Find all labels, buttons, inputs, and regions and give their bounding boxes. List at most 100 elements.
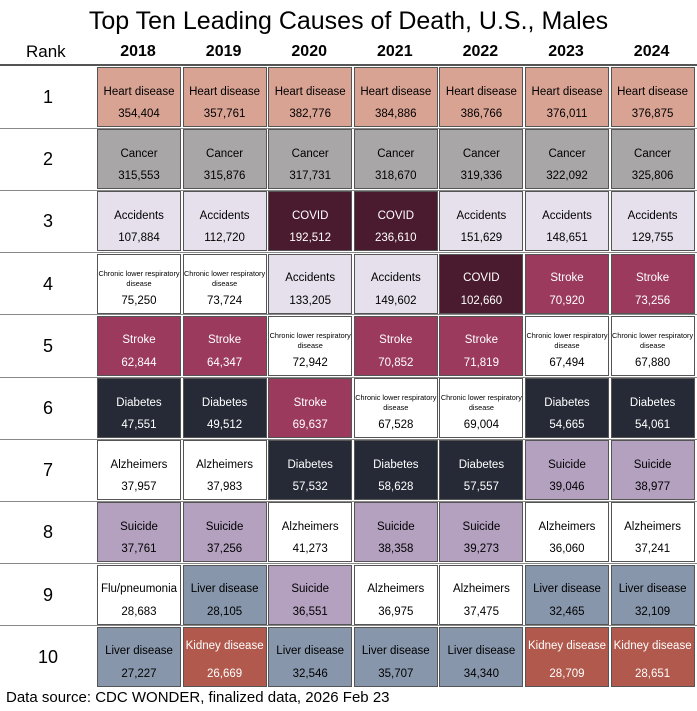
cell-rank5-2018: Stroke 62,844: [97, 315, 181, 376]
rank-label-3: 3: [42, 211, 53, 232]
rank-label-6: 6: [42, 398, 53, 418]
cause-label: Chronic lower respiratory disease: [526, 330, 608, 350]
death-count: 36,060: [549, 543, 585, 556]
year-header-2019: 2019: [205, 43, 242, 60]
cell-rank9-2021: Alzheimers 36,975: [353, 564, 438, 625]
cause-label: Stroke: [207, 334, 242, 347]
death-count: 54,665: [549, 419, 585, 431]
cell-rank10-2024: Kidney disease 28,651: [610, 626, 695, 687]
year-header-2022: 2022: [462, 43, 499, 60]
cause-label: Alzheimers: [367, 583, 425, 596]
cause-label: Liver disease: [105, 645, 173, 658]
cause-label: Alzheimers: [624, 520, 682, 533]
death-count: 28,105: [207, 605, 243, 618]
cell-rank1-2020: Heart disease 382,776: [268, 67, 353, 127]
row-divider: [0, 438, 697, 440]
death-count: 70,920: [549, 294, 585, 307]
cell-rank3-2022: Accidents 151,629: [439, 191, 524, 252]
cell-rank3-2020: COVID 192,512: [268, 191, 353, 252]
year-header-2018: 2018: [120, 43, 156, 60]
cause-label: Diabetes: [201, 396, 248, 409]
cell-rank10-2020: Liver disease 32,546: [268, 626, 353, 687]
cell-rank4-2021: Accidents 149,602: [353, 253, 438, 314]
rank-label-8: 8: [42, 522, 53, 543]
cell-rank10-2019: Kidney disease 26,669: [182, 626, 267, 687]
cause-label: Stroke: [293, 396, 327, 409]
cell-rank3-2018: Accidents 107,884: [97, 191, 181, 252]
row-divider: [0, 563, 697, 565]
cell-rank1-2022: Heart disease 386,766: [439, 67, 524, 127]
cause-label: Suicide: [633, 458, 672, 471]
cause-label: Accidents: [285, 272, 336, 285]
death-count: 384,886: [375, 108, 417, 120]
cause-label: Cancer: [120, 147, 158, 160]
death-count: 73,724: [207, 294, 243, 307]
causes-of-death-table: 1 Heart disease 354,404 Heart disease 357,76…: [0, 64, 697, 690]
death-count: 28,683: [121, 605, 157, 618]
death-count: 38,358: [378, 543, 414, 556]
cell-rank1-2024: Heart disease 376,875: [610, 67, 695, 127]
death-count: 129,755: [631, 232, 674, 245]
cell-rank6-2020: Stroke 69,637: [268, 378, 353, 438]
row-divider: [0, 189, 697, 191]
cell-rank2-2024: Cancer 325,806: [610, 129, 695, 190]
cell-rank9-2019: Liver disease 28,105: [182, 564, 267, 625]
death-count: 151,629: [460, 232, 503, 245]
year-header-2021: 2021: [377, 43, 413, 60]
cause-label: Accidents: [627, 209, 678, 222]
cell-rank4-2023: Stroke 70,920: [525, 253, 609, 314]
cell-rank5-2024: Chronic lower respiratory disease 67,880: [610, 315, 695, 376]
cause-label: Alzheimers: [196, 458, 254, 471]
rank-label-4: 4: [42, 273, 53, 294]
death-count: 382,776: [289, 108, 331, 120]
cause-label: Liver disease: [533, 583, 601, 596]
cause-label: Stroke: [379, 334, 413, 347]
cause-label: COVID: [463, 272, 500, 285]
row-divider: [0, 252, 697, 254]
death-count: 148,651: [546, 232, 588, 245]
rank-column-header: Rank: [26, 42, 66, 61]
cell-rank5-2020: Chronic lower respiratory disease 72,942: [268, 315, 353, 376]
death-count: 70,852: [378, 356, 414, 369]
cell-rank6-2019: Diabetes 49,512: [182, 378, 267, 438]
death-count: 107,884: [118, 232, 160, 245]
rank-label-9: 9: [42, 584, 53, 605]
death-count: 38,977: [635, 481, 671, 494]
death-count: 386,766: [460, 108, 503, 120]
death-count: 37,475: [463, 605, 499, 618]
cause-label: Heart disease: [189, 85, 261, 98]
cause-label: Kidney disease: [528, 639, 606, 652]
death-count: 28,651: [635, 667, 671, 680]
cause-label: Stroke: [122, 334, 156, 347]
cell-rank1-2023: Heart disease 376,011: [525, 67, 609, 127]
death-count: 236,610: [375, 232, 417, 245]
death-count: 67,880: [635, 356, 671, 369]
cause-label: Cancer: [548, 147, 586, 160]
cell-rank8-2022: Suicide 39,273: [439, 502, 524, 563]
cell-rank10-2021: Liver disease 35,707: [353, 626, 438, 687]
cause-label: Suicide: [291, 583, 330, 596]
cell-rank5-2021: Stroke 70,852: [353, 315, 438, 376]
death-count: 318,670: [375, 170, 417, 183]
cell-rank7-2023: Suicide 39,046: [525, 440, 609, 501]
cell-rank7-2020: Diabetes 57,532: [268, 440, 353, 501]
rank-label-1: 1: [42, 87, 53, 107]
death-count: 37,957: [121, 481, 157, 494]
cell-rank6-2021: Chronic lower respiratory disease 67,528: [353, 378, 438, 438]
cause-label: Liver disease: [618, 583, 687, 596]
death-count: 69,637: [292, 419, 328, 431]
data-source-note: Data source: CDC WONDER, finalized data,…: [6, 689, 390, 706]
cell-rank7-2021: Diabetes 58,628: [353, 440, 438, 501]
cell-rank4-2022: COVID 102,660: [439, 253, 524, 314]
cause-label: COVID: [377, 209, 414, 222]
death-count: 28,709: [549, 667, 585, 680]
rank-label-10: 10: [37, 646, 59, 667]
cause-label: Diabetes: [373, 458, 419, 471]
cell-rank6-2023: Diabetes 54,665: [525, 378, 609, 438]
death-count: 26,669: [207, 667, 243, 680]
death-count: 36,551: [292, 605, 328, 618]
death-count: 32,546: [292, 667, 328, 680]
death-count: 58,628: [378, 481, 414, 494]
row-divider: [0, 314, 697, 316]
cause-label: Heart disease: [360, 85, 432, 98]
